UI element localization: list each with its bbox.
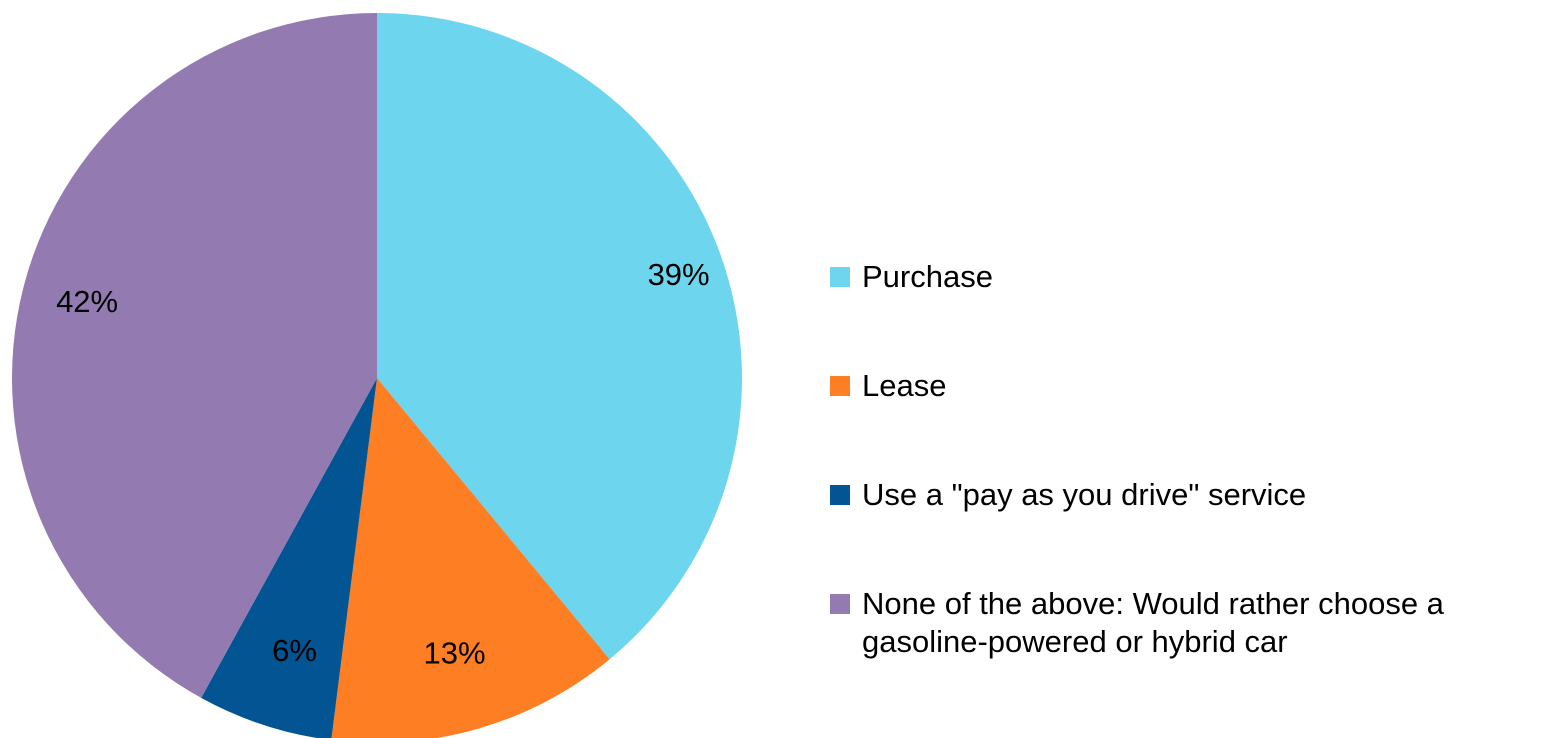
legend-item-pay-as-you-drive: Use a "pay as you drive" service [828,476,1558,514]
pie-data-labels: 39% 13% 6% 42% [56,257,710,671]
pie-data-label-3: 42% [56,284,118,319]
pie-data-label-2: 6% [272,633,317,668]
pie-chart: 39% 13% 6% 42% [12,12,743,738]
legend-swatch-pay-as-you-drive [830,485,850,505]
legend-swatch-none-of-the-above [830,594,850,614]
pie-slice-1 [331,378,610,738]
pie-slice-2 [201,378,377,738]
legend-swatch-purchase [830,267,850,287]
legend-label-none-of-the-above: None of the above: Would rather choose a… [862,586,1444,659]
legend-item-purchase: Purchase [828,258,1558,296]
pie-slice-0 [377,13,743,660]
legend-item-lease: Lease [828,367,1558,405]
pie-data-label-1: 13% [423,636,485,671]
legend-item-none-of-the-above: None of the above: Would rather choose a… [828,585,1558,661]
pie-slice-3 [12,12,378,698]
legend-label-purchase: Purchase [862,259,993,294]
pie-slices [12,12,743,738]
legend-swatch-lease [830,376,850,396]
pie-data-label-0: 39% [648,257,710,292]
legend-label-lease: Lease [862,368,947,403]
legend-label-pay-as-you-drive: Use a "pay as you drive" service [862,477,1307,512]
chart-legend: Purchase Lease Use a "pay as you drive" … [828,258,1558,661]
